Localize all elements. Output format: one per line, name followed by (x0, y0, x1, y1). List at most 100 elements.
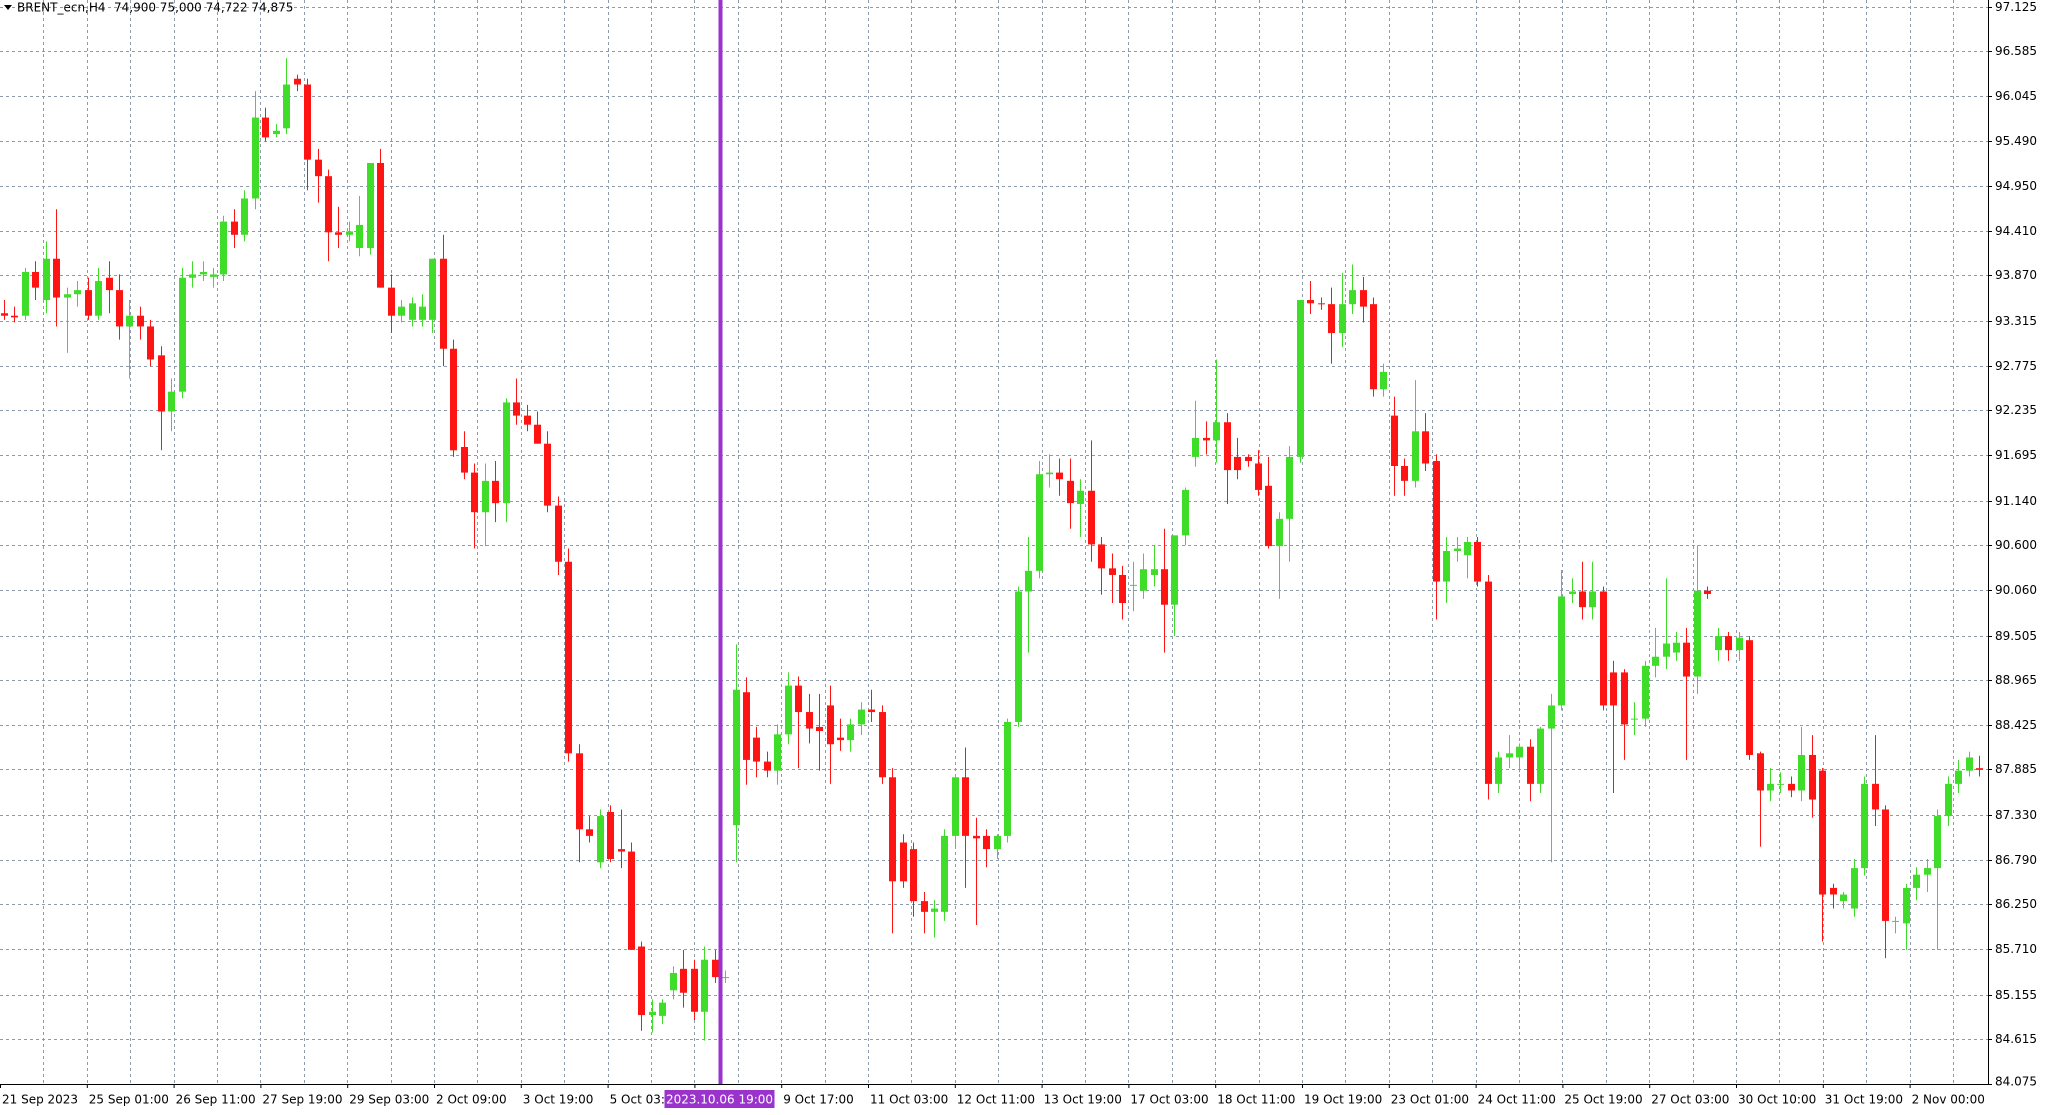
candle-body (419, 306, 426, 320)
candle-body (106, 277, 113, 291)
candle-body (973, 835, 980, 839)
candle-body (241, 198, 248, 235)
y-tick-label: 90.060 (1995, 583, 2037, 597)
candle-body (1840, 894, 1847, 902)
candle-body (1046, 472, 1053, 475)
candle-body (1736, 637, 1743, 651)
x-tick-label: 12 Oct 11:00 (957, 1093, 1035, 1107)
candle-body (335, 232, 342, 235)
y-tick-label: 84.075 (1995, 1075, 2037, 1089)
candle-body (503, 402, 510, 504)
candle-body (712, 959, 719, 978)
candle-body (189, 274, 196, 278)
candle-body (858, 709, 865, 725)
symbol-label: BRENT_ecn,H4 (17, 1, 106, 15)
candle-body (450, 348, 457, 451)
candle-body (367, 162, 374, 249)
candle-body (524, 415, 531, 425)
candle-body (795, 685, 802, 713)
candle-body (618, 849, 625, 852)
y-tick-label: 91.140 (1995, 494, 2037, 508)
candle-body (283, 84, 290, 129)
candle-body (126, 315, 133, 327)
candle-body (1579, 591, 1586, 608)
candle-body (1130, 584, 1137, 586)
candle-body (1474, 541, 1481, 582)
x-tick-label: 27 Sep 19:00 (262, 1093, 342, 1107)
candle-body (879, 712, 886, 778)
candle-body (774, 734, 781, 771)
y-tick-label: 91.695 (1995, 448, 2037, 462)
y-tick-label: 97.125 (1995, 0, 2037, 14)
candle-body (576, 753, 583, 830)
candle-body (1286, 456, 1293, 519)
candle-body (701, 959, 708, 1012)
candle-body (764, 761, 771, 771)
candle-body (1203, 437, 1210, 441)
candle-body (941, 835, 948, 912)
x-tick-label: 5 Oct 03:00 (610, 1093, 681, 1107)
candle-body (1777, 783, 1784, 785)
candle-body (983, 835, 990, 850)
candle-body (262, 117, 269, 138)
candle-body (1119, 574, 1126, 604)
candle-body (74, 290, 81, 295)
candle-body (994, 835, 1001, 850)
candle-body (722, 977, 729, 979)
candle-body (304, 84, 311, 160)
candle-body (1945, 783, 1952, 817)
candle-body (1694, 590, 1701, 677)
candle-body (1025, 570, 1032, 592)
y-tick-label: 87.885 (1995, 762, 2037, 776)
candle-body (1966, 757, 1973, 771)
candle-body (1036, 474, 1043, 571)
candle-body (1077, 490, 1084, 504)
candle-body (1234, 456, 1241, 471)
candle-body (1830, 887, 1837, 895)
candle-body (1851, 868, 1858, 909)
candle-body (628, 851, 635, 950)
y-tick-label: 84.615 (1995, 1032, 2037, 1046)
candle-body (461, 446, 468, 473)
candle-body (315, 159, 322, 177)
y-tick-label: 93.315 (1995, 314, 2037, 328)
candle-body (1704, 590, 1711, 594)
y-tick-label: 88.425 (1995, 718, 2037, 732)
candle-body (868, 709, 875, 713)
y-tick-label: 94.410 (1995, 224, 2037, 238)
candle-body (1255, 463, 1262, 490)
candle-body (1819, 770, 1826, 895)
candle-body (1652, 656, 1659, 666)
x-tick-label: 18 Oct 11:00 (1217, 1093, 1295, 1107)
candle-body (889, 777, 896, 882)
cursor-label: 2023.10.06 19:00 (666, 1093, 773, 1107)
candle-body (492, 480, 499, 504)
candle-body (1339, 304, 1346, 334)
y-tick-label: 95.490 (1995, 134, 2037, 148)
candle-body (1610, 672, 1617, 706)
candle-body (1537, 728, 1544, 784)
candle-body (1882, 809, 1889, 921)
candle-body (1955, 770, 1962, 784)
candle-body (1715, 636, 1722, 651)
candle-body (471, 472, 478, 513)
candle-body (64, 294, 71, 298)
candle-body (1328, 304, 1335, 334)
x-tick-label: 9 Oct 17:00 (783, 1093, 854, 1107)
candle-body (116, 290, 123, 327)
candle-body (1621, 672, 1628, 725)
candle-body (1548, 705, 1555, 729)
candles (1, 58, 1983, 1041)
candle-body (1109, 568, 1116, 575)
candle-body (11, 315, 18, 318)
candle-body (1276, 518, 1283, 547)
candle-body (168, 391, 175, 412)
candle-body (1589, 591, 1596, 608)
candle-body (22, 271, 29, 316)
candle-body (1527, 746, 1534, 784)
candle-body (210, 274, 217, 277)
x-tick-label: 25 Sep 01:00 (89, 1093, 169, 1107)
